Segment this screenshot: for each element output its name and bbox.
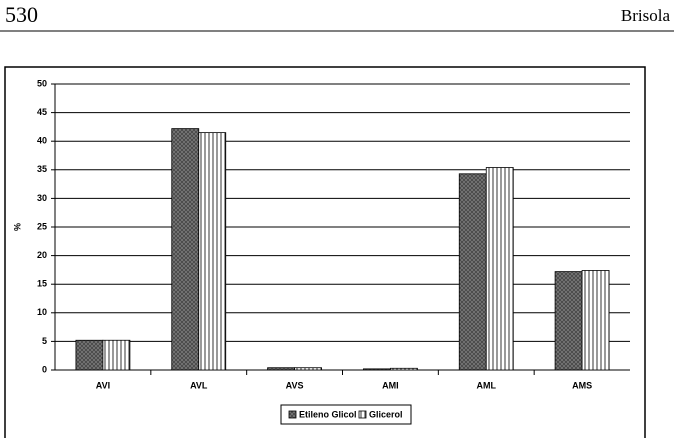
y-tick-label: 25 bbox=[37, 221, 47, 231]
x-tick-label: AVL bbox=[190, 380, 208, 390]
bar bbox=[390, 367, 418, 371]
x-tick-label: AML bbox=[477, 380, 497, 390]
x-tick-label: AVS bbox=[286, 380, 304, 390]
legend-box bbox=[280, 404, 412, 425]
y-tick-label: 15 bbox=[37, 279, 47, 289]
y-tick-label: 5 bbox=[42, 336, 47, 346]
bar bbox=[554, 271, 583, 371]
y-tick-label: 40 bbox=[37, 136, 47, 146]
chart-frame bbox=[4, 66, 646, 438]
bar bbox=[102, 339, 131, 371]
y-tick-label: 30 bbox=[37, 193, 47, 203]
y-tick-label: 0 bbox=[42, 364, 47, 374]
bar bbox=[485, 167, 514, 371]
y-axis-label: % bbox=[12, 223, 22, 231]
running-head: Brisola bbox=[621, 6, 671, 25]
y-tick-label: 45 bbox=[37, 107, 47, 117]
bar bbox=[458, 173, 487, 371]
bar bbox=[75, 339, 104, 371]
x-tick-label: AMS bbox=[572, 380, 592, 390]
legend-label: Glicerol bbox=[369, 409, 403, 419]
x-tick-label: AMI bbox=[382, 380, 399, 390]
bar bbox=[581, 270, 610, 371]
legend-label: Etileno Glicol bbox=[299, 409, 357, 419]
legend-swatch bbox=[288, 410, 297, 419]
x-tick-label: AVI bbox=[96, 380, 110, 390]
y-tick-label: 20 bbox=[37, 250, 47, 260]
y-tick-label: 10 bbox=[37, 307, 47, 317]
y-tick-label: 35 bbox=[37, 164, 47, 174]
legend-swatch bbox=[358, 410, 367, 419]
bar bbox=[363, 368, 391, 371]
bar bbox=[267, 367, 295, 371]
y-tick-label: 50 bbox=[37, 78, 47, 88]
bar bbox=[294, 367, 322, 371]
bar bbox=[198, 132, 227, 371]
page-number: 530 bbox=[5, 2, 38, 27]
bar bbox=[171, 128, 200, 371]
